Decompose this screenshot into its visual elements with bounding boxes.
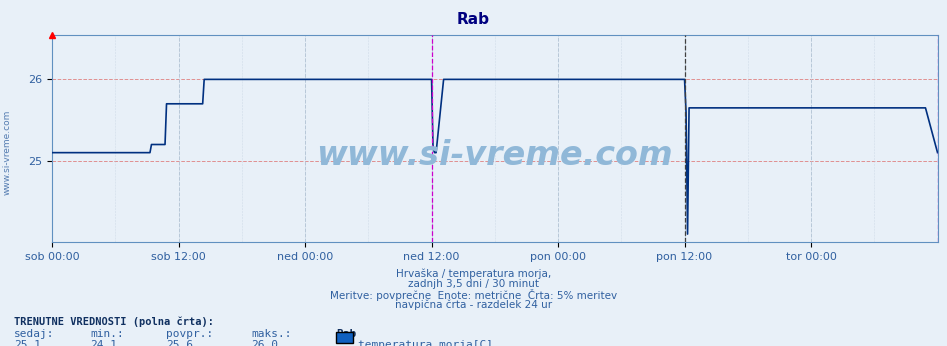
Text: Rab: Rab [336, 329, 356, 339]
Text: povpr.:: povpr.: [166, 329, 213, 339]
Text: temperatura morja[C]: temperatura morja[C] [358, 340, 493, 346]
Text: min.:: min.: [90, 329, 124, 339]
Text: Meritve: povprečne  Enote: metrične  Črta: 5% meritev: Meritve: povprečne Enote: metrične Črta:… [330, 289, 617, 301]
Text: TRENUTNE VREDNOSTI (polna črta):: TRENUTNE VREDNOSTI (polna črta): [14, 317, 214, 327]
Text: sedaj:: sedaj: [14, 329, 55, 339]
Text: zadnjh 3,5 dni / 30 minut: zadnjh 3,5 dni / 30 minut [408, 279, 539, 289]
Text: maks.:: maks.: [251, 329, 292, 339]
Text: Rab: Rab [457, 12, 490, 27]
Text: 26,0: 26,0 [251, 340, 278, 346]
Text: 25,1: 25,1 [14, 340, 42, 346]
Text: navpična črta - razdelek 24 ur: navpična črta - razdelek 24 ur [395, 299, 552, 310]
Text: 25,6: 25,6 [166, 340, 193, 346]
Text: www.si-vreme.com: www.si-vreme.com [2, 110, 11, 195]
Text: www.si-vreme.com: www.si-vreme.com [316, 138, 673, 172]
Text: 24,1: 24,1 [90, 340, 117, 346]
Text: Hrvaška / temperatura morja,: Hrvaška / temperatura morja, [396, 268, 551, 279]
